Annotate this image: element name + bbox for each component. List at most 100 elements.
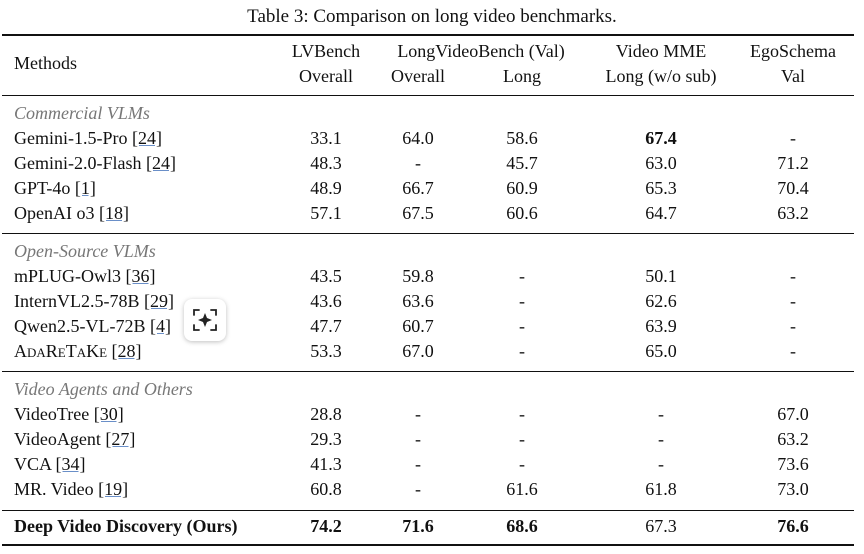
header-methods: Methods [14,53,77,73]
score-cell: 66.7 [402,178,434,198]
score-cell: - [519,404,525,424]
score-cell: 63.9 [645,316,677,336]
group-label: Commercial VLMs [14,103,150,123]
score-cell: 60.7 [402,316,434,336]
bottom-rule [2,544,854,546]
group-label: Video Agents and Others [14,379,193,399]
score-cell: 57.1 [310,203,342,223]
method-label: AdaReTaKe [14,341,112,361]
score-cell: 70.4 [777,178,809,198]
header-longvideobench: LongVideoBench (Val) [397,41,565,61]
citation-link[interactable]: [24] [131,128,162,148]
score-cell: - [790,266,796,286]
header-egoschema: EgoSchema [750,41,836,61]
method-name: InternVL2.5-78B [29] [14,291,174,312]
method-name: GPT-4o [1] [14,178,96,199]
citation-link[interactable]: [18] [98,203,129,223]
method-label: GPT-4o [14,178,75,198]
score-cell: 59.8 [402,266,434,286]
citation-link[interactable]: [28] [111,341,142,361]
score-cell: - [790,128,796,148]
citation-link[interactable]: [19] [98,479,129,499]
score-cell: - [658,404,664,424]
score-cell: - [415,153,421,173]
method-name: MR. Video [19] [14,479,128,500]
score-cell: - [415,454,421,474]
method-label: mPLUG-Owl3 [14,266,126,286]
ours-score-cell: 74.2 [310,516,342,536]
score-cell: 43.5 [310,266,342,286]
citation-link[interactable]: [29] [143,291,174,311]
ours-score-cell: 71.6 [402,516,434,536]
group-rule-3 [2,371,854,372]
score-cell: 60.9 [506,178,538,198]
score-cell: - [658,429,664,449]
header-rule [2,95,854,96]
score-cell: 50.1 [645,266,677,286]
header-lvb-long: Long [503,66,541,86]
score-cell: - [790,291,796,311]
citation-link[interactable]: [30] [93,404,124,424]
score-cell: 61.8 [645,479,677,499]
method-name: Gemini-1.5-Pro [24] [14,128,162,149]
citation-link[interactable]: [1] [74,178,96,198]
method-name: Qwen2.5-VL-72B [4] [14,316,171,337]
score-cell: 48.9 [310,178,342,198]
score-cell: 41.3 [310,454,342,474]
sparkle-scan-button[interactable] [184,299,226,341]
score-cell: 43.6 [310,291,342,311]
score-cell: - [415,404,421,424]
score-cell: 45.7 [506,153,538,173]
score-cell: - [519,291,525,311]
score-cell: 71.2 [777,153,809,173]
method-label: VCA [14,454,56,474]
score-cell: - [415,479,421,499]
method-name: Gemini-2.0-Flash [24] [14,153,176,174]
score-cell: 64.0 [402,128,434,148]
score-cell: - [519,429,525,449]
method-name: AdaReTaKe [28] [14,341,142,362]
score-cell: 63.6 [402,291,434,311]
score-cell: 73.6 [777,454,809,474]
score-cell: 60.6 [506,203,538,223]
header-videomme: Video MME [615,41,707,61]
group-label: Open-Source VLMs [14,241,156,261]
method-name: OpenAI o3 [18] [14,203,129,224]
citation-link[interactable]: [36] [125,266,156,286]
score-cell: - [519,341,525,361]
score-cell: 58.6 [506,128,538,148]
header-lvbench-overall: Overall [299,66,353,86]
method-label: MR. Video [14,479,99,499]
score-cell: 65.0 [645,341,677,361]
method-name: VCA [34] [14,454,86,475]
score-cell: 29.3 [310,429,342,449]
score-cell: - [790,316,796,336]
citation-link[interactable]: [4] [149,316,171,336]
score-cell: - [415,429,421,449]
method-label: Gemini-1.5-Pro [14,128,132,148]
score-cell: 33.1 [310,128,342,148]
top-rule [2,34,854,36]
score-cell: - [519,316,525,336]
score-cell: 60.8 [310,479,342,499]
group-rule-2 [2,233,854,234]
score-cell: 67.5 [402,203,434,223]
score-cell: 63.2 [777,203,809,223]
score-cell: 65.3 [645,178,677,198]
method-label: OpenAI o3 [14,203,99,223]
citation-link[interactable]: [27] [105,429,136,449]
citation-link[interactable]: [34] [55,454,86,474]
ours-method-name: Deep Video Discovery (Ours) [14,516,238,536]
method-label: Qwen2.5-VL-72B [14,316,150,336]
ours-score-cell: 68.6 [506,516,538,536]
score-cell: 67.4 [645,128,677,148]
score-cell: 64.7 [645,203,677,223]
score-cell: 67.0 [777,404,809,424]
score-cell: 48.3 [310,153,342,173]
method-label: Gemini-2.0-Flash [14,153,146,173]
citation-link[interactable]: [24] [146,153,176,173]
ours-score-cell: 67.3 [645,516,677,536]
ours-rule [2,510,854,511]
score-cell: 28.8 [310,404,342,424]
sparkle-scan-icon [193,309,217,331]
